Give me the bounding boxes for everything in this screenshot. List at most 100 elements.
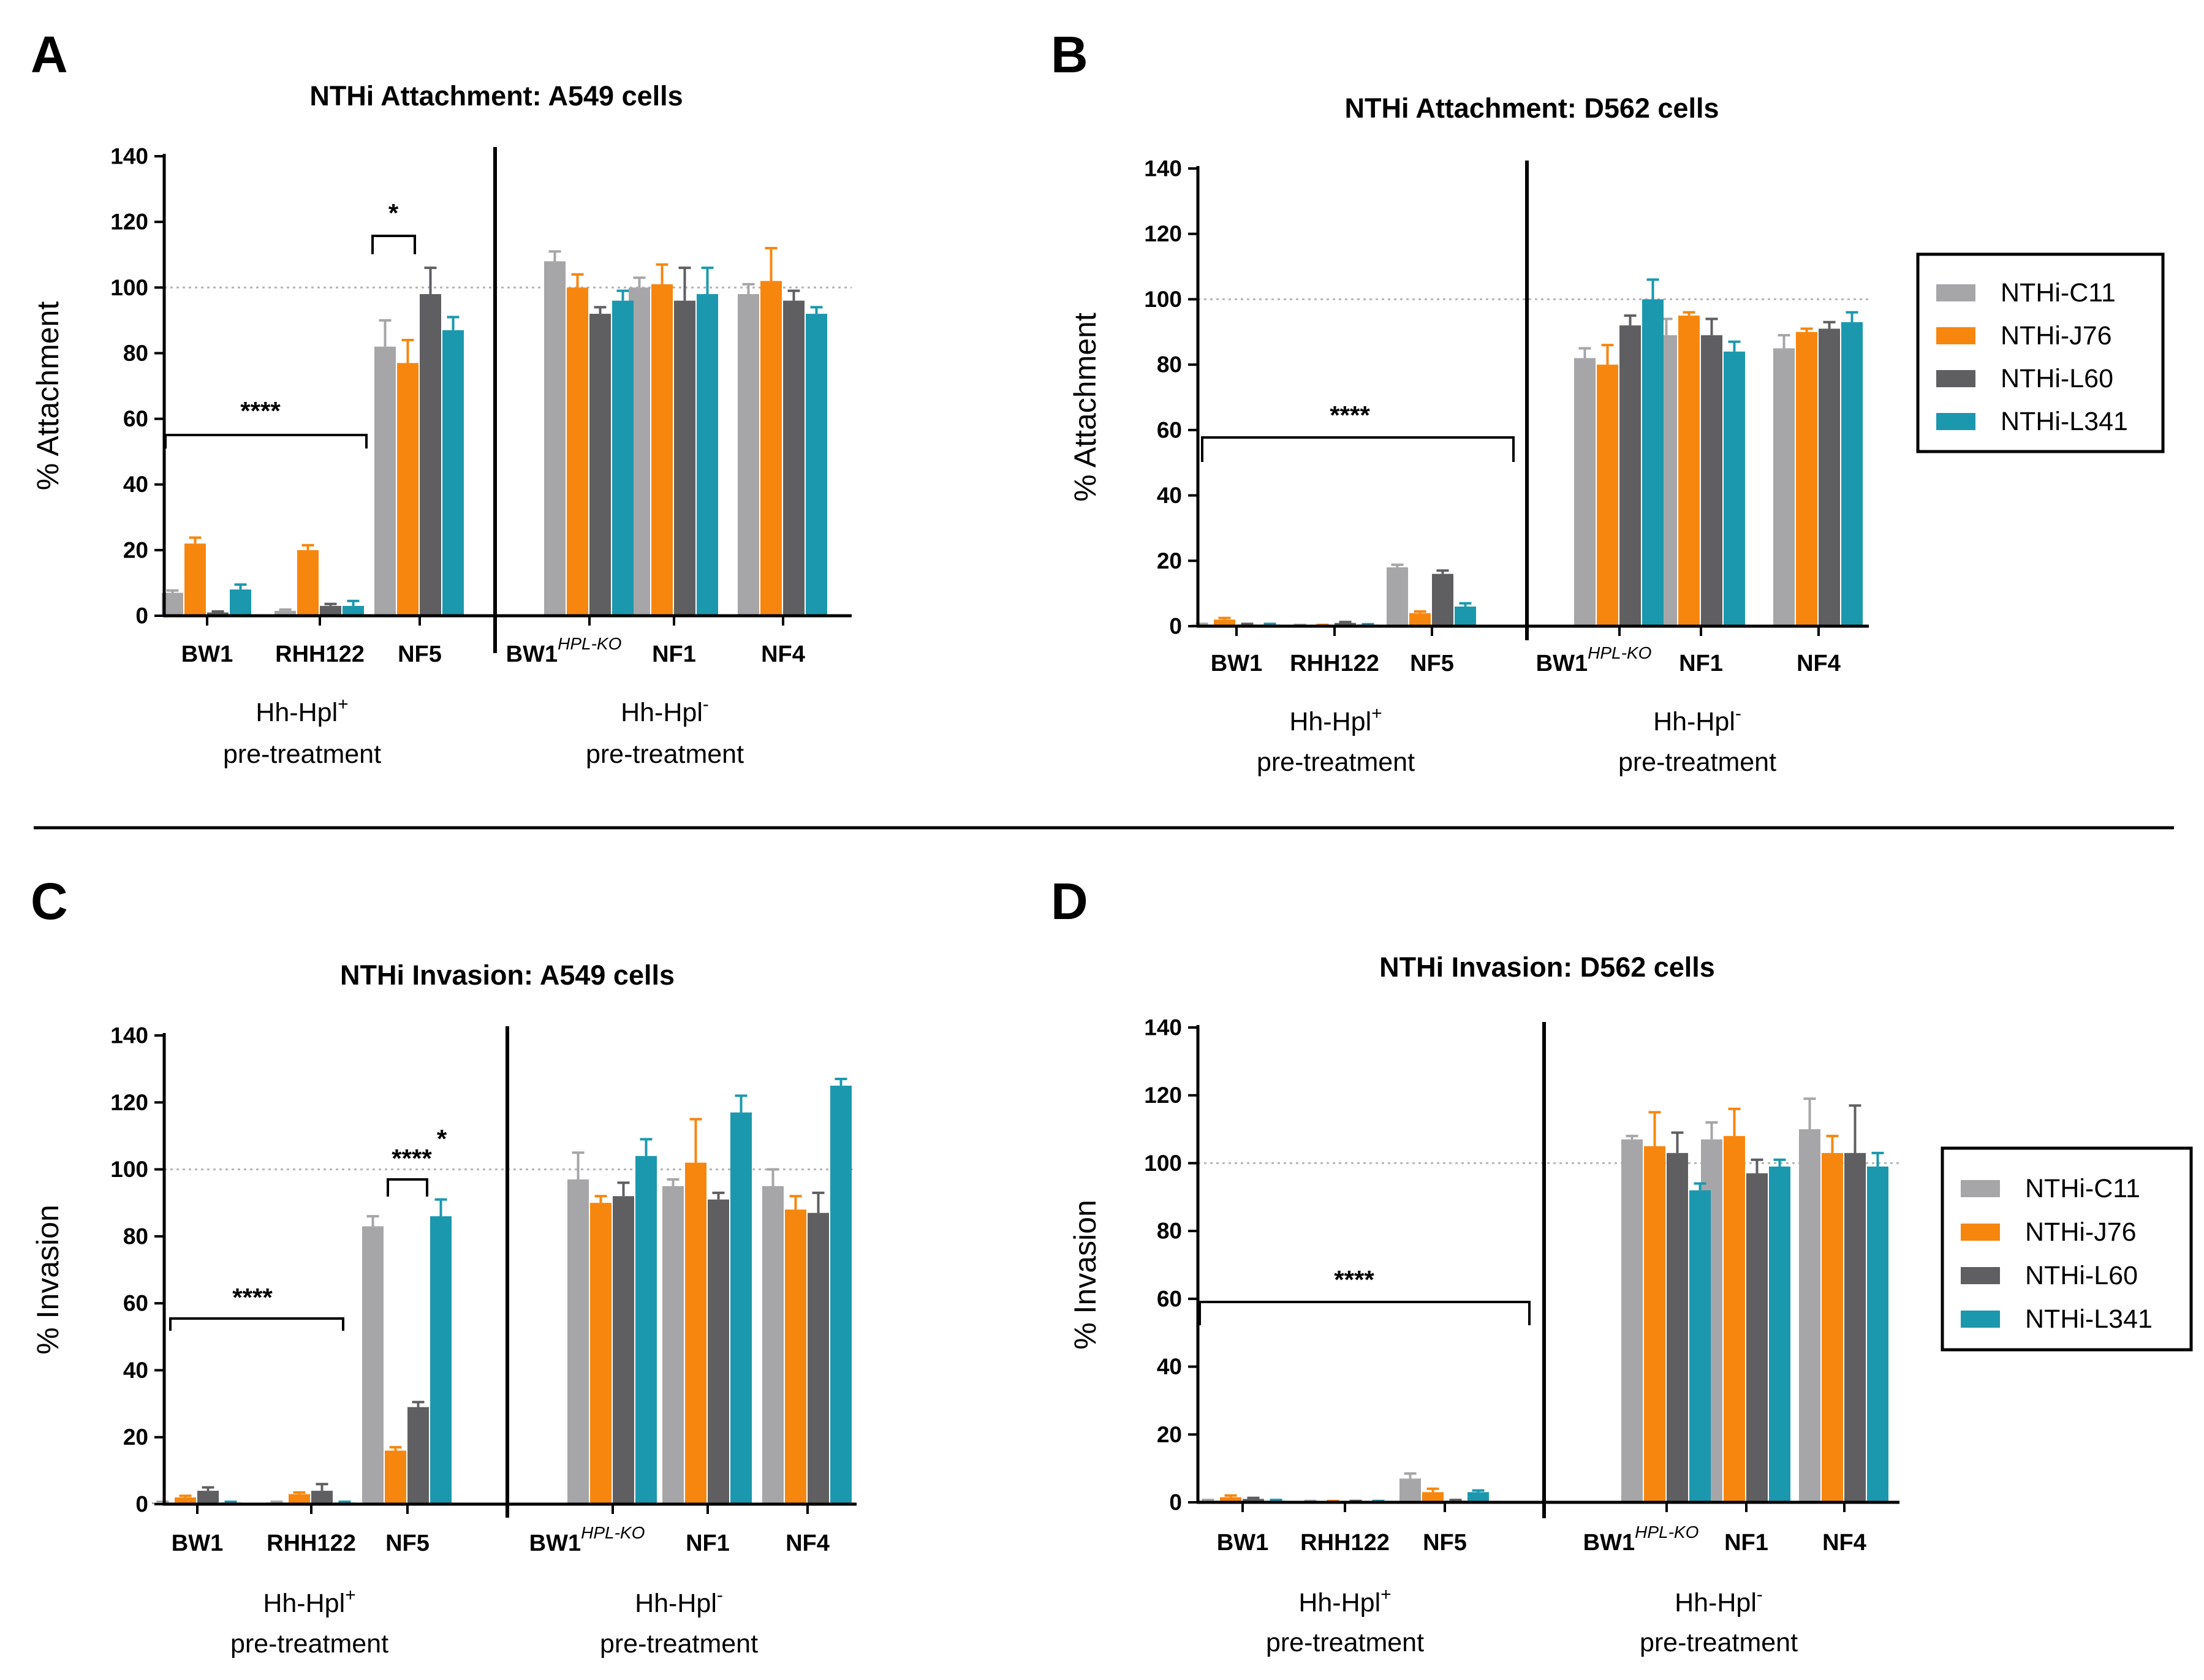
bar-b-nthi-j76-2 — [1409, 613, 1431, 626]
y-tick-label-d-120: 120 — [1144, 1083, 1182, 1108]
y-tick-label-a-40: 40 — [123, 472, 148, 497]
group-sublabel-left-a: pre-treatment — [223, 740, 381, 769]
group-sup-right-a: - — [703, 694, 709, 714]
x-category-label-c-2: NF5 — [385, 1531, 430, 1556]
legend-label-nthi-l60: NTHi-L60 — [2025, 1261, 2138, 1290]
bar-b-nthi-l341-2 — [1455, 606, 1476, 626]
bar-b-nthi-l341-4 — [1724, 351, 1745, 626]
bar-a-nthi-l341-4 — [697, 294, 718, 616]
bar-a-nthi-l60-3 — [589, 314, 611, 616]
significance-label-a-1: * — [388, 199, 399, 227]
bar-d-nthi-c11-5 — [1799, 1129, 1820, 1502]
bar-c-nthi-l60-5 — [808, 1213, 829, 1504]
bar-c-nthi-j76-4 — [685, 1162, 706, 1504]
x-category-label-a-1: RHH122 — [275, 641, 365, 667]
bar-a-nthi-j76-4 — [651, 284, 673, 616]
x-category-label-c-1: RHH122 — [267, 1531, 356, 1556]
significance-bracket-c-0 — [169, 1317, 344, 1331]
bar-a-nthi-l60-2 — [420, 294, 441, 616]
bar-a-nthi-j76-1 — [297, 550, 319, 616]
group-name-left-c: Hh-Hpl — [263, 1589, 345, 1618]
legend-swatch-nthi-l60 — [1936, 370, 1975, 387]
group-sublabel-right-c: pre-treatment — [600, 1629, 758, 1659]
bar-b-nthi-c11-3 — [1574, 358, 1596, 626]
panel-letter-c: C — [31, 872, 68, 930]
chart-title-d: NTHi Invasion: D562 cells — [1379, 952, 1715, 983]
x-category-label-d-5: NF4 — [1822, 1530, 1866, 1556]
bar-d-nthi-l341-5 — [1867, 1166, 1888, 1502]
bar-a-nthi-j76-3 — [567, 287, 588, 616]
bar-c-nthi-c11-4 — [662, 1186, 684, 1504]
bar-a-nthi-l60-1 — [320, 605, 341, 616]
bar-b-nthi-l60-2 — [1432, 573, 1453, 626]
group-sublabel-right-b: pre-treatment — [1618, 747, 1776, 777]
y-tick-label-b-0: 0 — [1169, 614, 1182, 639]
y-tick-label-b-60: 60 — [1157, 417, 1182, 442]
bar-c-nthi-l341-3 — [635, 1156, 657, 1504]
bar-a-nthi-c11-1 — [275, 610, 296, 616]
group-label-right-d: Hh-Hpl- — [1675, 1584, 1763, 1618]
group-label-right-c: Hh-Hpl- — [635, 1585, 723, 1618]
bar-c-nthi-j76-5 — [785, 1209, 806, 1504]
group-label-left-c: Hh-Hpl+ — [263, 1585, 355, 1618]
group-sublabel-right-a: pre-treatment — [586, 740, 744, 769]
y-tick-label-c-60: 60 — [123, 1291, 148, 1316]
y-tick-label-a-80: 80 — [123, 341, 148, 366]
panel-b: B NTHi Attachment: D562 cells % Attachment… — [1051, 26, 1869, 777]
panel-letter-b: B — [1051, 26, 1088, 83]
group-sup-left-a: + — [338, 694, 349, 714]
y-tick-label-b-80: 80 — [1157, 352, 1182, 377]
bar-a-nthi-c11-3 — [544, 261, 566, 616]
bar-b-nthi-j76-4 — [1678, 316, 1700, 626]
bar-b-nthi-l60-3 — [1619, 325, 1641, 626]
y-tick-label-a-100: 100 — [110, 275, 148, 300]
y-tick-label-c-40: 40 — [123, 1358, 148, 1383]
bar-a-nthi-l341-5 — [806, 314, 827, 616]
legend-swatch-nthi-j76 — [1936, 327, 1975, 344]
bar-a-nthi-l60-4 — [674, 300, 695, 616]
bar-c-nthi-c11-2 — [362, 1226, 384, 1504]
legend-label-nthi-l341: NTHi-L341 — [2025, 1304, 2153, 1334]
bar-a-nthi-l341-0 — [230, 589, 251, 616]
bar-b-nthi-c11-2 — [1387, 567, 1408, 626]
bar-d-nthi-l341-3 — [1689, 1190, 1711, 1502]
chart-title-b: NTHi Attachment: D562 cells — [1345, 93, 1719, 124]
x-category-label-b-2: NF5 — [1410, 651, 1454, 676]
group-label-right-a: Hh-Hpl- — [621, 694, 709, 727]
legend-swatch-nthi-l341 — [1936, 413, 1975, 430]
bar-a-nthi-j76-0 — [184, 543, 206, 616]
bar-c-nthi-j76-3 — [590, 1203, 612, 1504]
panel-letter-a: A — [31, 26, 68, 83]
panel-letter-d: D — [1051, 872, 1088, 930]
x-category-label-d-3: BW1HPL-KO — [1583, 1523, 1699, 1556]
y-tick-label-a-60: 60 — [123, 406, 148, 431]
significance-label-d-0: **** — [1334, 1265, 1374, 1294]
significance-label-c-1: **** — [392, 1144, 432, 1173]
bar-c-nthi-l341-4 — [730, 1112, 752, 1504]
group-sublabel-left-c: pre-treatment — [230, 1629, 388, 1659]
chart-title-c: NTHi Invasion: A549 cells — [340, 959, 675, 991]
group-sublabel-right-d: pre-treatment — [1640, 1628, 1798, 1657]
panel-c: C NTHi Invasion: A549 cells % Invasion 0 20 4… — [31, 872, 857, 1659]
x-category-label-a-0: BW1 — [181, 641, 233, 667]
bw1-ko-base-a: BW1 — [506, 641, 558, 667]
y-tick-label-c-140: 140 — [110, 1023, 148, 1048]
bar-a-nthi-c11-2 — [374, 346, 396, 616]
x-category-label-a-5: NF4 — [761, 641, 805, 667]
significance-label-c-2: * — [437, 1124, 447, 1153]
y-tick-label-d-60: 60 — [1157, 1286, 1182, 1311]
x-category-label-b-3: BW1HPL-KO — [1536, 643, 1652, 676]
bar-b-nthi-c11-5 — [1773, 348, 1795, 626]
x-category-label-c-4: NF1 — [686, 1531, 730, 1556]
x-category-label-d-1: RHH122 — [1300, 1530, 1390, 1556]
bw1-ko-superscript-a: HPL-KO — [558, 634, 621, 653]
legend-swatch-nthi-j76 — [1961, 1224, 2000, 1241]
bar-a-nthi-l341-2 — [442, 330, 464, 616]
y-tick-label-c-120: 120 — [110, 1090, 148, 1115]
bar-c-nthi-l60-0 — [197, 1491, 219, 1504]
bar-a-nthi-l60-0 — [207, 612, 229, 616]
group-sup-left-c: + — [345, 1585, 356, 1605]
group-sup-right-b: - — [1735, 703, 1741, 724]
bar-b-nthi-j76-5 — [1796, 331, 1817, 626]
